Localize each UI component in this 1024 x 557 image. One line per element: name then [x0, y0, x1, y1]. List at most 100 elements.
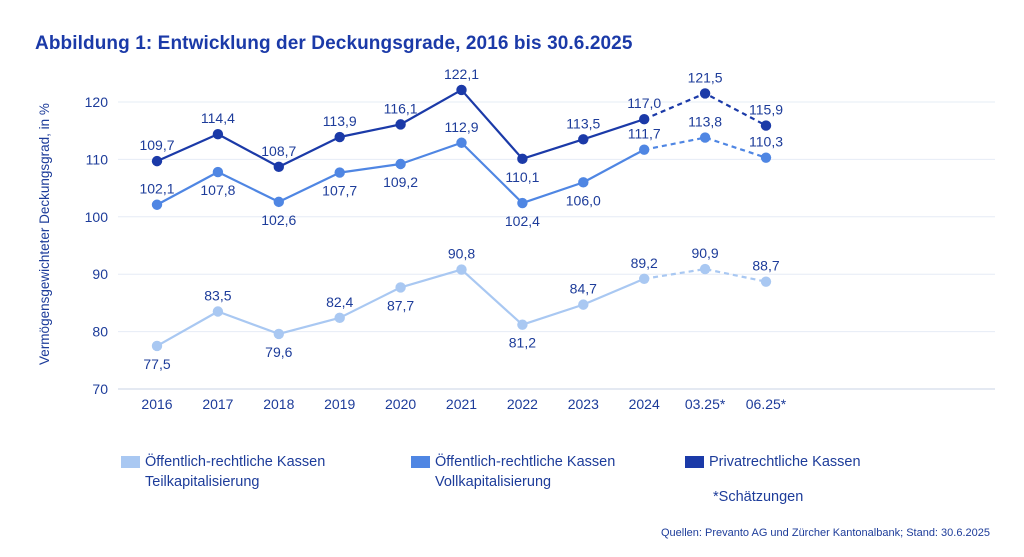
- legend-swatch-voll: [411, 456, 430, 468]
- data-point: [212, 306, 224, 317]
- data-point: [151, 199, 163, 210]
- data-point: [212, 128, 224, 140]
- data-label: 107,8: [200, 182, 235, 198]
- data-point: [699, 88, 711, 99]
- data-point: [639, 273, 650, 284]
- data-point: [273, 196, 284, 208]
- data-point: [273, 161, 284, 173]
- data-label: 115,9: [749, 102, 783, 118]
- data-label: 83,5: [204, 288, 231, 304]
- data-label: 109,2: [383, 174, 418, 190]
- source-note: Quellen: Prevanto AG und Zürcher Kantona…: [660, 527, 990, 539]
- data-point: [578, 134, 589, 145]
- data-point: [334, 131, 345, 143]
- data-point: [395, 282, 406, 293]
- y-tick-label: 70: [92, 381, 108, 397]
- x-tick-label: 2024: [629, 396, 660, 412]
- data-label: 108,7: [261, 143, 296, 159]
- x-tick-label: 2018: [263, 396, 294, 412]
- data-point: [456, 137, 467, 148]
- data-point: [212, 166, 224, 178]
- x-tick-label: 2016: [141, 396, 172, 412]
- chart-title: Abbildung 1: Entwicklung der Deckungsgra…: [35, 33, 633, 54]
- data-label: 121,5: [688, 69, 723, 85]
- legend-voll-line1: Öffentlich-rechtliche Kassen: [435, 454, 616, 470]
- series-line-estimate-2: [644, 267, 767, 283]
- y-tick-label: 110: [86, 151, 109, 167]
- data-point: [273, 328, 284, 340]
- data-label: 102,4: [505, 213, 540, 229]
- data-point: [334, 167, 345, 178]
- data-label: 106,0: [566, 192, 601, 208]
- x-tick-label: 2017: [202, 396, 233, 412]
- data-point: [517, 153, 528, 165]
- data-point: [151, 155, 163, 167]
- data-point: [639, 144, 650, 155]
- x-tick-label: 2021: [446, 396, 477, 412]
- x-tick-label: 2019: [324, 396, 355, 412]
- series-line-estimate-1: [643, 136, 767, 159]
- data-label: 117,0: [627, 95, 661, 111]
- data-label: 90,9: [691, 245, 718, 261]
- y-tick-label: 120: [85, 94, 109, 110]
- data-point: [578, 299, 589, 310]
- data-point: [151, 340, 163, 352]
- legend-teil-line2: Teilkapitalisierung: [145, 474, 260, 490]
- data-label: 116,1: [384, 100, 418, 116]
- data-label: 77,5: [143, 356, 170, 372]
- x-tick-label: 2020: [385, 396, 416, 412]
- data-point: [517, 319, 528, 330]
- data-label: 88,7: [752, 258, 779, 274]
- data-point: [456, 84, 467, 96]
- data-label: 110,1: [505, 169, 539, 185]
- legend-label-privat: Privatrechtliche Kassen: [709, 452, 861, 472]
- x-tick-label: 2022: [507, 396, 538, 412]
- data-label: 82,4: [326, 294, 353, 310]
- legend-privat-line1: Privatrechtliche Kassen: [709, 454, 861, 470]
- data-point: [639, 114, 650, 125]
- legend-teil-line1: Öffentlich-rechtliche Kassen: [145, 454, 326, 470]
- data-point: [456, 264, 467, 275]
- data-point: [699, 132, 711, 143]
- data-point: [395, 119, 406, 130]
- data-label: 113,5: [566, 115, 600, 131]
- data-label: 89,2: [631, 255, 658, 271]
- data-point: [699, 263, 711, 275]
- y-axis-label: Vermögensgewichteter Deckungsgrad, in %: [37, 103, 52, 365]
- data-label: 90,8: [448, 246, 475, 262]
- x-tick-label: 06.25*: [746, 396, 787, 412]
- x-tick-label: 03.25*: [685, 396, 726, 412]
- data-label: 102,1: [139, 181, 174, 197]
- data-point: [334, 312, 345, 324]
- data-point: [395, 158, 406, 170]
- legend-voll-line2: Vollkapitalisierung: [435, 474, 552, 490]
- data-point: [517, 197, 528, 209]
- data-label: 102,6: [261, 212, 296, 228]
- data-label: 111,7: [628, 126, 661, 142]
- y-tick-label: 100: [85, 209, 109, 225]
- data-point: [760, 276, 772, 287]
- data-label: 107,7: [322, 183, 357, 199]
- x-tick-label: 2023: [568, 396, 599, 412]
- legend-swatch-privat: [685, 456, 704, 468]
- data-label: 112,9: [445, 119, 479, 135]
- data-label: 84,7: [570, 281, 597, 297]
- data-point: [760, 120, 772, 131]
- data-label: 114,4: [201, 110, 235, 126]
- data-label: 79,6: [265, 344, 292, 360]
- estimates-note: *Schätzungen: [713, 489, 804, 505]
- y-tick-label: 80: [92, 324, 108, 340]
- y-tick-label: 90: [92, 266, 108, 282]
- data-label: 110,3: [749, 134, 783, 150]
- data-label: 81,2: [509, 335, 536, 351]
- data-point: [760, 152, 772, 163]
- data-label: 122,1: [444, 66, 479, 82]
- legend-label-teil: Öffentlich-rechtliche Kassen Teilkapital…: [145, 452, 325, 492]
- data-label: 113,8: [688, 114, 722, 130]
- data-point: [578, 177, 589, 188]
- legend-label-voll: Öffentlich-rechtliche Kassen Vollkapital…: [435, 452, 615, 492]
- legend-swatch-teil: [121, 456, 140, 468]
- data-label: 87,7: [387, 297, 414, 313]
- data-label: 109,7: [139, 137, 174, 153]
